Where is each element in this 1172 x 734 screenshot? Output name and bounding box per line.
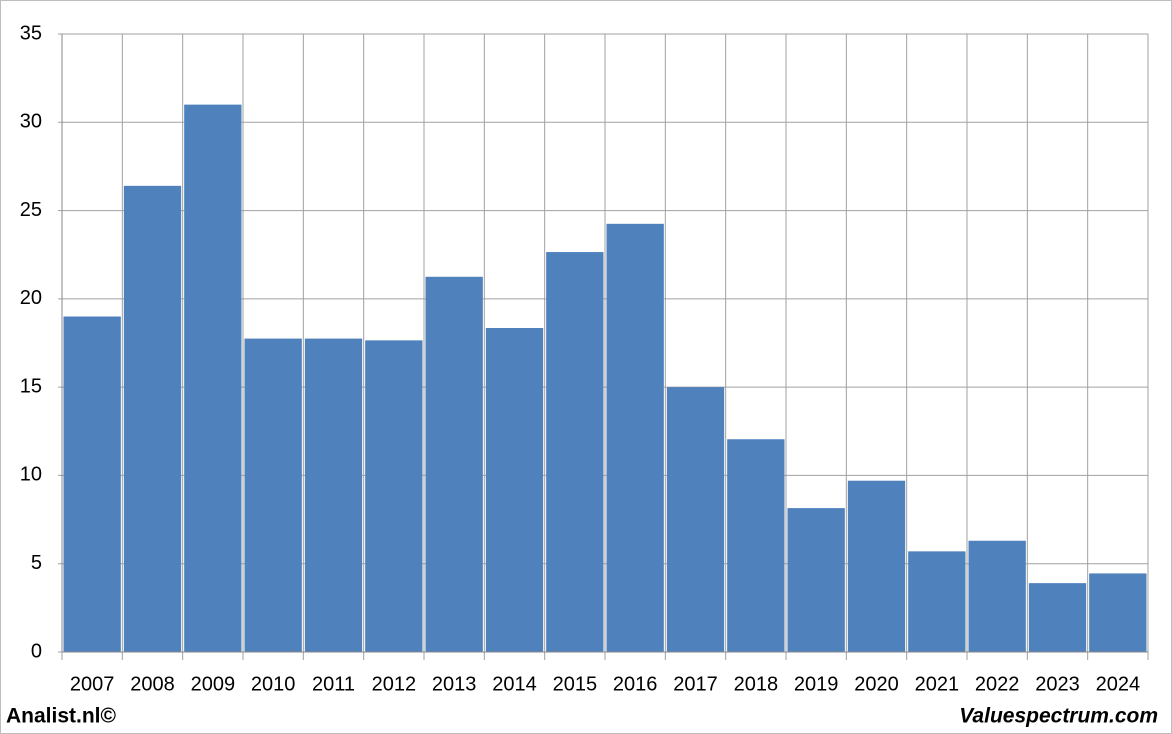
y-tick-label: 5	[31, 552, 42, 574]
y-tick-label: 35	[20, 22, 42, 44]
footer-right: Valuespectrum.com	[959, 705, 1158, 728]
y-tick-label: 20	[20, 287, 42, 309]
x-tick-label: 2017	[673, 673, 718, 695]
x-tick-label: 2013	[432, 673, 477, 695]
x-tick-label: 2021	[915, 673, 960, 695]
bar	[847, 480, 906, 652]
bar	[606, 223, 664, 653]
bar	[727, 439, 785, 652]
bar	[184, 104, 242, 653]
x-tick-label: 2010	[251, 673, 296, 695]
x-tick-label: 2014	[492, 673, 537, 695]
x-tick-label: 2007	[70, 673, 115, 695]
y-tick-label: 25	[20, 199, 42, 221]
x-tick-label: 2019	[794, 673, 839, 695]
bar	[425, 276, 483, 652]
bar	[908, 551, 966, 652]
bar	[968, 540, 1026, 652]
x-tick-label: 2011	[312, 673, 355, 695]
bar	[1089, 573, 1147, 652]
bar	[546, 252, 604, 652]
bar	[304, 338, 363, 652]
bar	[787, 508, 845, 652]
bar	[485, 327, 544, 652]
x-tick-label: 2020	[854, 673, 899, 695]
bar	[63, 316, 121, 652]
bar	[244, 338, 302, 652]
y-tick-label: 30	[20, 111, 42, 133]
x-tick-label: 2008	[130, 673, 175, 695]
x-tick-label: 2024	[1096, 673, 1141, 695]
x-tick-label: 2016	[613, 673, 658, 695]
y-tick-label: 10	[20, 464, 42, 486]
y-tick-label: 15	[20, 375, 42, 397]
bar	[1028, 583, 1087, 652]
x-tick-label: 2018	[734, 673, 779, 695]
bar	[123, 185, 182, 652]
x-tick-label: 2015	[553, 673, 598, 695]
y-tick-label: 0	[31, 640, 42, 662]
x-tick-label: 2012	[372, 673, 417, 695]
bar	[666, 387, 725, 652]
bar	[365, 340, 423, 652]
x-tick-label: 2023	[1035, 673, 1080, 695]
footer-left: Analist.nl©	[6, 705, 117, 728]
x-tick-label: 2009	[191, 673, 236, 695]
x-tick-label: 2022	[975, 673, 1020, 695]
